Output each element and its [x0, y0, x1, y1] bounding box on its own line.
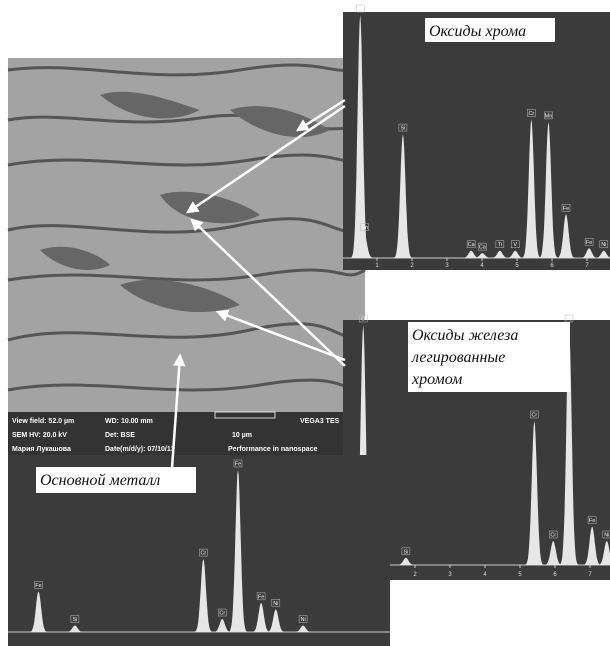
- sem-info: Мария Лукашова: [12, 446, 71, 453]
- peak-label: Cr: [531, 413, 537, 419]
- peak-label: Fe: [566, 317, 572, 323]
- sem-info: Det: BSE: [105, 432, 135, 439]
- peak-label: O: [358, 7, 363, 13]
- peak-label: Ca: [468, 242, 476, 248]
- peak-label: O: [361, 317, 366, 323]
- sem-info: View field: 52.0 µm: [12, 418, 74, 425]
- peak-label: Fe: [235, 462, 241, 468]
- peak-label: Cr: [200, 551, 206, 557]
- peak-label: Cr: [219, 611, 225, 617]
- peak-label: Fe: [563, 206, 569, 212]
- caption: легированные: [411, 349, 505, 366]
- peak-label: Si: [400, 126, 405, 132]
- peak-label: Fe: [35, 583, 41, 589]
- sem-info: SEM HV: 20.0 kV: [12, 432, 67, 439]
- caption: Оксиды хрома: [429, 23, 526, 40]
- peak-label: Si: [403, 549, 408, 555]
- peak-label: Ni: [300, 617, 305, 623]
- sem-info: 10 µm: [232, 432, 252, 439]
- peak-label: Mn: [361, 225, 369, 231]
- peak-label: Cr: [528, 111, 534, 117]
- peak-label: Ni: [601, 242, 606, 248]
- caption: Основной металл: [40, 472, 160, 489]
- peak-label: Ni: [604, 533, 609, 539]
- peak-label: Ca: [479, 245, 487, 251]
- peak-label: Si: [72, 617, 77, 623]
- peak-label: Fe: [589, 518, 595, 524]
- peak-label: Mn: [545, 113, 553, 119]
- spectrum-bg: [343, 12, 610, 270]
- caption: хромом: [411, 371, 462, 388]
- figure: View field: 52.0 µm WD: 10.00 mm VEGA3 TES…: [0, 0, 610, 646]
- peak-label: Cr: [550, 533, 556, 539]
- sem-image: View field: 52.0 µm WD: 10.00 mm VEGA3 TES…: [8, 58, 365, 455]
- sem-info: VEGA3 TES: [300, 418, 340, 425]
- peak-label: Ni: [273, 601, 278, 607]
- peak-label: V: [513, 242, 517, 248]
- peak-label: Ti: [498, 242, 502, 248]
- caption: Оксиды железа: [412, 327, 518, 344]
- sem-info: Date(m/d/y): 07/10/13: [105, 446, 175, 453]
- peak-label: Fe: [258, 594, 264, 600]
- sem-info: Performance in nanospace: [228, 446, 318, 453]
- peak-label: Fe: [586, 240, 592, 246]
- sem-info: WD: 10.00 mm: [105, 418, 153, 425]
